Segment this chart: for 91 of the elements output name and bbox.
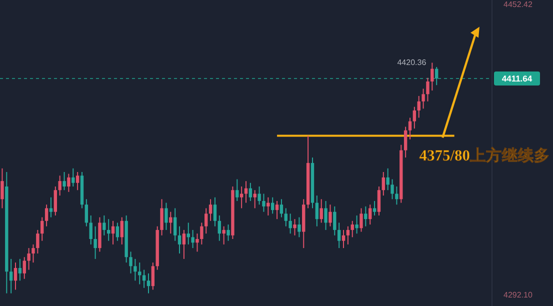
candlestick <box>350 220 354 238</box>
candlestick <box>36 229 40 254</box>
candlestick <box>412 106 416 130</box>
candlestick <box>67 173 70 192</box>
candlestick <box>417 95 420 118</box>
candlestick <box>76 172 80 191</box>
candlestick <box>58 175 62 196</box>
candlestick <box>342 229 346 249</box>
candlestick <box>324 200 328 230</box>
candlestick <box>196 233 199 252</box>
candlestick <box>138 262 142 285</box>
candlestick <box>368 204 372 226</box>
candlestick <box>129 251 132 274</box>
candlestick <box>44 204 48 227</box>
candlestick <box>9 258 13 294</box>
candlestick <box>280 198 284 218</box>
candlestick <box>395 186 398 206</box>
candlestick <box>54 186 58 216</box>
candlestick <box>18 258 22 282</box>
candlestick <box>213 196 217 227</box>
candlestick <box>208 198 212 222</box>
candlestick <box>142 269 146 288</box>
candlestick <box>360 208 363 232</box>
y-tick-label: 4452.42 <box>504 0 534 10</box>
candlestick <box>62 172 66 191</box>
annotation: 4420.36 <box>397 58 427 68</box>
ref-line-label: 4375/80上方继续多 <box>419 145 550 164</box>
candlestick <box>248 182 252 202</box>
candlestick <box>72 168 75 187</box>
candlestick <box>422 88 425 110</box>
candlestick <box>32 244 35 264</box>
candlestick <box>49 196 53 218</box>
candlestick <box>89 214 92 245</box>
candlestick <box>430 62 434 92</box>
candlestick <box>204 208 208 234</box>
candlestick <box>266 196 270 216</box>
candlestick <box>253 190 256 209</box>
candlestick <box>284 208 288 227</box>
candlestick <box>116 222 120 242</box>
candlestick <box>372 200 376 216</box>
candlestick <box>14 262 18 290</box>
candlestick <box>382 172 386 196</box>
candlestick <box>226 224 230 242</box>
candlestick <box>298 216 301 238</box>
candlestick <box>0 168 4 209</box>
candlestick <box>288 213 292 234</box>
candlestick <box>346 226 350 245</box>
candlestick <box>240 186 244 209</box>
candlestick <box>320 198 323 224</box>
candlestick <box>151 262 155 290</box>
candlestick <box>106 218 110 242</box>
y-tick-label: 4292.10 <box>504 290 534 300</box>
candlestick <box>386 168 390 191</box>
candlestick <box>146 272 150 294</box>
candlestick <box>200 222 204 245</box>
candlestick <box>94 226 97 260</box>
candlestick <box>333 206 336 236</box>
candlestick <box>404 126 408 158</box>
candlestick <box>178 226 182 254</box>
candlestick <box>84 198 88 227</box>
candlestick <box>134 258 137 282</box>
candlestick <box>390 178 394 200</box>
candlestick <box>275 200 279 220</box>
candlestick <box>236 178 239 202</box>
candlestick <box>337 222 341 249</box>
candlestick <box>355 214 358 234</box>
candlestick <box>22 256 26 280</box>
candlestick <box>377 186 381 216</box>
candlestick <box>191 229 194 249</box>
candlestick <box>218 214 222 242</box>
candlestick <box>426 77 430 102</box>
candlestick <box>186 222 190 245</box>
candlestick <box>222 226 226 245</box>
candlestick <box>182 229 186 260</box>
candlestick <box>40 216 44 242</box>
candlestick <box>270 196 274 214</box>
candlestick <box>258 186 261 206</box>
candlestick <box>102 214 106 236</box>
candlestick <box>160 198 164 236</box>
candlestick <box>262 193 266 212</box>
candlestick <box>293 218 296 236</box>
candlestick <box>111 220 115 245</box>
candlestick <box>120 216 124 245</box>
candlestick <box>408 117 412 140</box>
candlestick <box>27 248 30 270</box>
ref-line-label: 4411.64 <box>502 74 532 84</box>
candlestick <box>164 202 168 230</box>
candlestick <box>364 206 368 227</box>
candlestick <box>328 204 332 227</box>
candlestick <box>315 195 319 227</box>
candlestick <box>173 208 177 242</box>
